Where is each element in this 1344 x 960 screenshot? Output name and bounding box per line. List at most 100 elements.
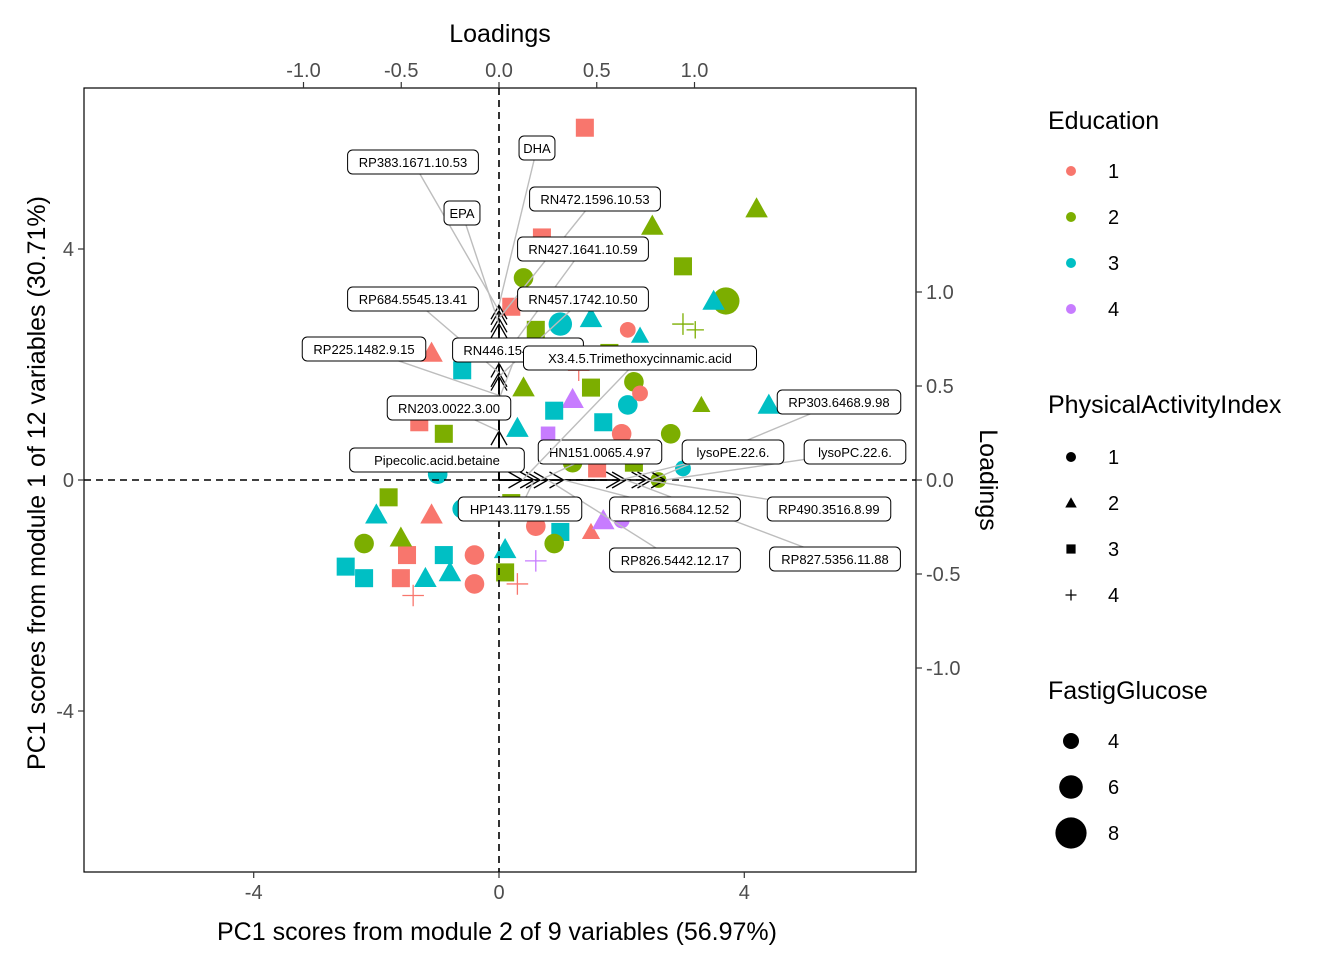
loading-label: RP827.5356.11.88 — [625, 479, 901, 572]
top-tick-label: 0.0 — [485, 60, 513, 82]
score-point — [506, 573, 529, 595]
loading-label: DHA — [498, 135, 556, 306]
score-point — [544, 533, 564, 554]
loading-label-text: RN457.1742.10.50 — [528, 292, 637, 307]
legend-glucose-label: 4 — [1108, 731, 1119, 753]
legend-activity-swatch — [1065, 589, 1077, 601]
legend-education-swatch — [1066, 166, 1076, 176]
score-point — [692, 395, 711, 413]
score-point — [594, 413, 613, 432]
loading-label-box — [769, 546, 901, 572]
loading-label: lysoPE.22.6. — [620, 439, 785, 481]
legend-activity-swatch — [1066, 452, 1076, 462]
x-tick-label: 0 — [493, 882, 504, 904]
legend-education-label: 2 — [1108, 207, 1119, 229]
score-point — [1066, 452, 1076, 462]
loading-label-text: RN472.1596.10.53 — [540, 192, 649, 207]
loading-label-box — [347, 286, 479, 312]
loading-label-box — [518, 135, 556, 161]
score-point — [526, 320, 545, 339]
loading-label: RP225.1482.9.15 — [301, 336, 500, 397]
loading-label-text: RN203.0022.3.00 — [398, 401, 500, 416]
loading-label-box — [443, 200, 481, 226]
score-point — [619, 321, 636, 338]
score-point — [561, 387, 584, 408]
loading-label-box — [529, 186, 661, 212]
legend-activity-label: 3 — [1108, 539, 1119, 561]
score-point — [355, 569, 374, 588]
legend-activity-swatch — [1065, 497, 1077, 508]
score-point — [354, 533, 374, 554]
loading-label: X3.4.5.Trimethoxycinnamic.acid — [521, 345, 757, 481]
loading-label-connector — [461, 212, 500, 325]
top-axis-title: Loadings — [449, 20, 550, 48]
score-point — [438, 561, 462, 582]
loading-label-text: Pipecolic.acid.betaine — [374, 453, 500, 468]
y-tick-label: 4 — [63, 239, 74, 261]
loading-label-box — [386, 395, 512, 421]
loading-label-text: HN151.0065.4.97 — [549, 445, 651, 460]
score-point — [389, 526, 413, 547]
loading-label-box — [537, 439, 663, 465]
x-axis-title: PC1 scores from module 2 of 9 variables … — [217, 918, 777, 946]
loading-label-box — [609, 547, 741, 573]
loading-label: RP303.6468.9.98 — [651, 389, 902, 481]
legend-activity-label: 1 — [1108, 447, 1119, 469]
loading-label-connector — [547, 479, 676, 561]
loading-label-text: DHA — [523, 141, 551, 156]
loading-label-box — [776, 389, 902, 415]
legend-activity-swatch — [1066, 544, 1076, 554]
loading-label-box — [523, 345, 757, 371]
score-point — [402, 584, 424, 607]
score-point — [420, 503, 443, 524]
legend-glucose-label: 6 — [1108, 777, 1119, 799]
score-point — [1065, 497, 1077, 508]
score-point — [513, 268, 534, 288]
score-point — [630, 326, 650, 343]
legend-glucose-swatch — [1055, 817, 1087, 849]
score-point — [493, 538, 517, 559]
score-point — [672, 313, 694, 335]
score-point — [414, 566, 437, 587]
loading-label: HP143.1179.1.55 — [457, 479, 583, 522]
loading-label-text: RP225.1482.9.15 — [313, 342, 414, 357]
score-point — [581, 522, 601, 540]
legend-activity-title: PhysicalActivityIndex — [1048, 391, 1282, 419]
loading-label-connector — [521, 357, 641, 481]
score-point — [702, 289, 725, 310]
score-point — [632, 385, 648, 402]
right-axis-title: Loadings — [974, 429, 1002, 530]
score-point — [365, 503, 388, 524]
loading-label-text: RP490.3516.8.99 — [778, 502, 879, 517]
loading-label-text: RP684.5545.13.41 — [359, 292, 467, 307]
score-point — [434, 424, 453, 443]
loading-label-text: RP827.5356.11.88 — [781, 552, 888, 567]
score-point — [673, 257, 692, 276]
right-tick-label: 0.0 — [926, 470, 954, 492]
loading-label-text: HP143.1179.1.55 — [470, 502, 570, 517]
loading-label: RN203.0022.3.00 — [386, 395, 512, 432]
loading-label: RP490.3516.8.99 — [645, 479, 892, 522]
loading-label-box — [349, 447, 525, 473]
score-point — [506, 416, 529, 437]
right-tick-label: 1.0 — [926, 282, 954, 304]
score-point — [464, 574, 485, 594]
loading-label-box — [517, 236, 649, 262]
loading-label: RP816.5684.12.52 — [563, 479, 741, 522]
legend-education-label: 4 — [1108, 299, 1119, 321]
score-point — [1066, 544, 1076, 554]
score-point — [512, 376, 535, 397]
legend-physical-activity: PhysicalActivityIndex 1 2 3 4 — [1048, 391, 1282, 607]
right-tick-label: -1.0 — [926, 658, 960, 680]
score-point — [502, 297, 521, 316]
score-point — [660, 424, 681, 444]
loading-label: lysoPC.22.6. — [665, 439, 907, 481]
top-tick-label: 1.0 — [681, 60, 709, 82]
legend-education-swatch — [1066, 258, 1076, 268]
loading-label-box — [301, 336, 427, 362]
y-axis-title: PC1 scores from module 1 of 12 variables… — [23, 196, 51, 770]
top-tick-label: 0.5 — [583, 60, 611, 82]
loading-label-text: RP383.1671.10.53 — [359, 155, 467, 170]
score-point — [391, 569, 410, 588]
loading-label-text: RP816.5684.12.52 — [621, 502, 729, 517]
